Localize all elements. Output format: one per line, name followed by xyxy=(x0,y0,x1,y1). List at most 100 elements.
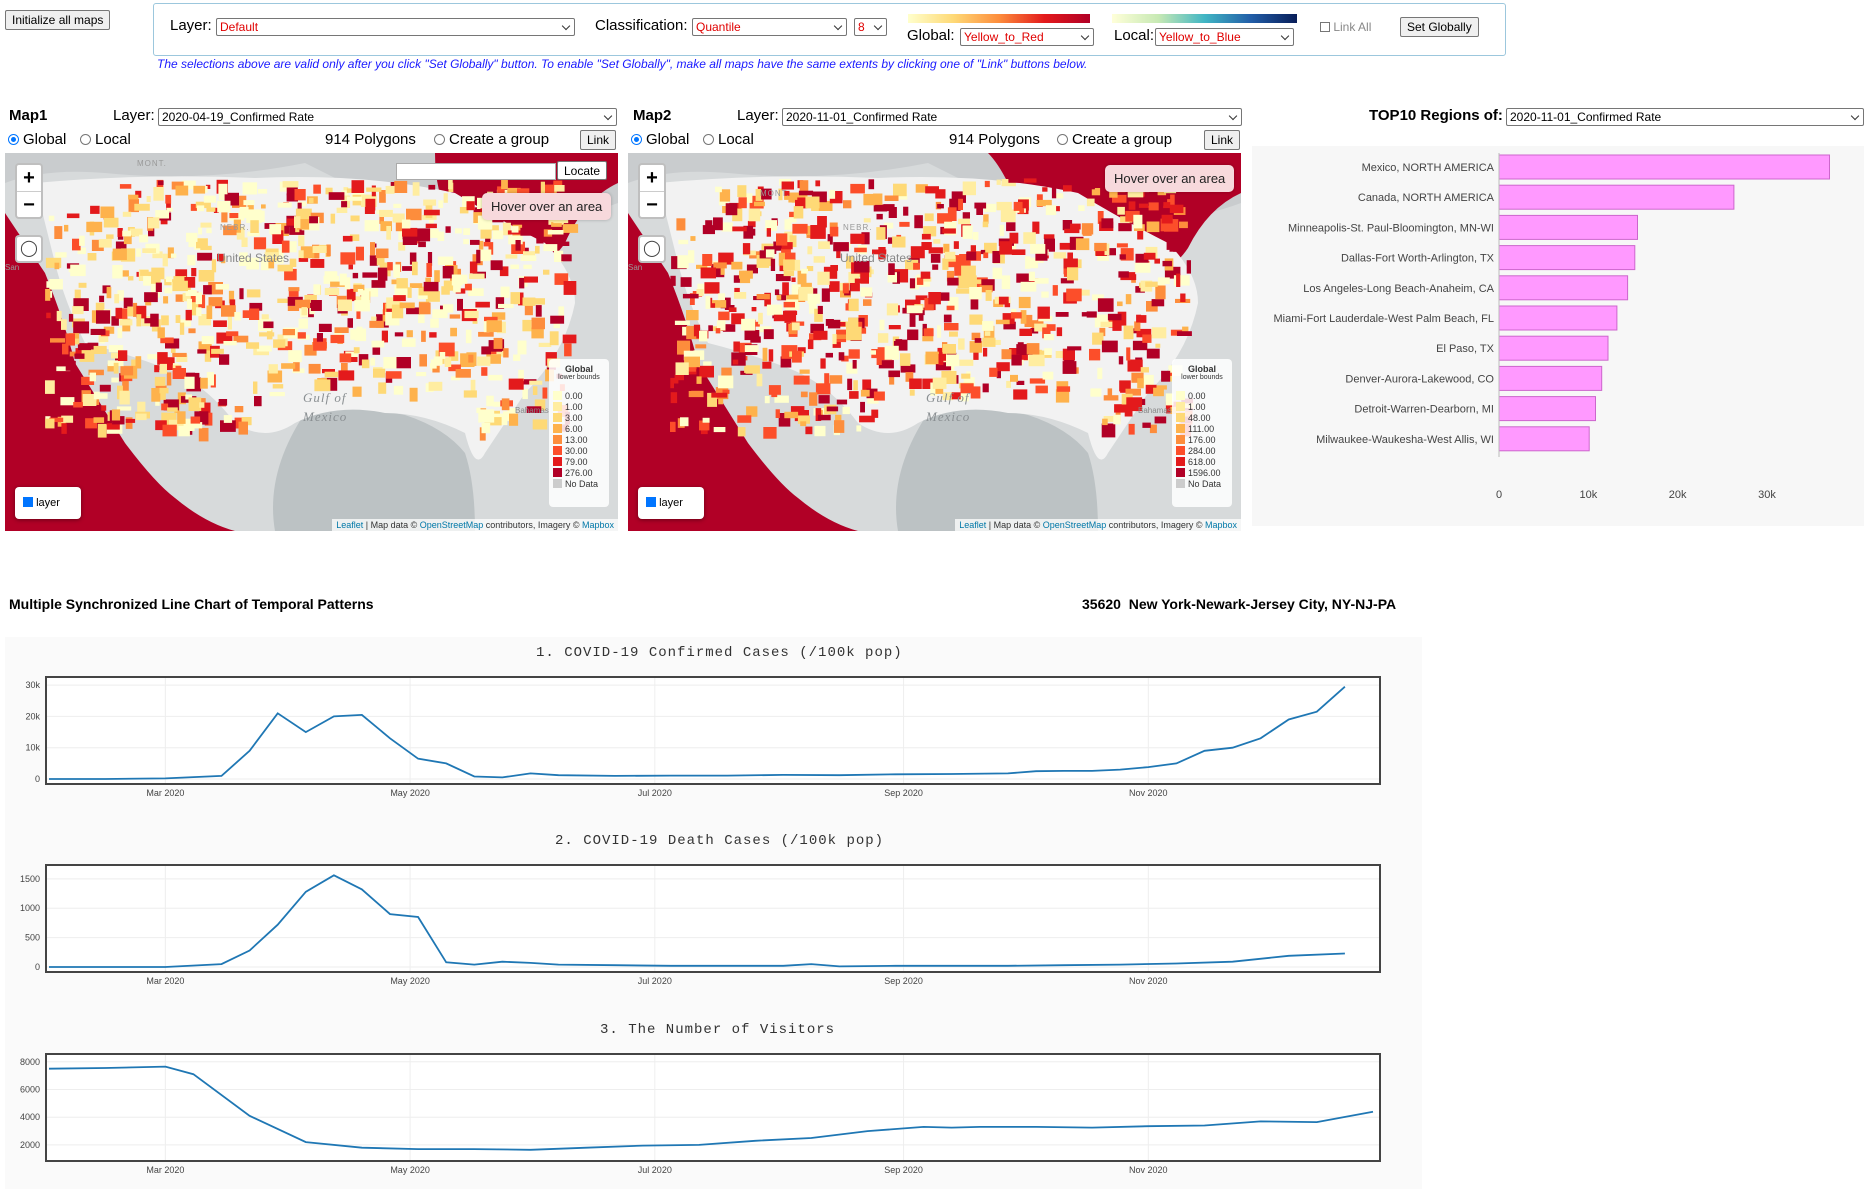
map-region-patch xyxy=(117,270,129,277)
map-region-patch xyxy=(221,305,236,317)
chart1-plot[interactable] xyxy=(47,678,1379,783)
map-region-patch xyxy=(524,304,533,316)
map-region-patch xyxy=(444,357,452,367)
map-region-patch xyxy=(394,332,404,337)
class-count-select[interactable]: 8 xyxy=(854,18,887,36)
map-region-patch xyxy=(970,386,981,399)
map1-zoom-out-icon[interactable]: − xyxy=(23,194,35,216)
map-region-patch xyxy=(935,362,952,371)
map-region-patch xyxy=(725,203,738,216)
map1-leaflet-link[interactable]: Leaflet xyxy=(336,520,364,530)
map-region-patch xyxy=(910,246,925,259)
map-region-patch xyxy=(702,254,713,266)
map-region-patch xyxy=(744,345,759,352)
map1-layer-toggle[interactable]: layer xyxy=(15,487,81,519)
map-region-patch xyxy=(829,281,840,292)
map1-create-group[interactable]: Create a group xyxy=(434,131,549,148)
map-region-patch xyxy=(843,200,852,209)
map1-link-button[interactable]: Link xyxy=(580,130,617,150)
set-globally-button[interactable]: Set Globally xyxy=(1400,17,1479,37)
classification-select[interactable]: Quantile xyxy=(692,18,847,36)
map2-link-button[interactable]: Link xyxy=(1204,130,1241,150)
map-region-patch xyxy=(827,234,833,245)
map1-choropleth[interactable] xyxy=(5,153,618,531)
map-region-patch xyxy=(1125,388,1141,396)
map2-zoom-out-icon[interactable]: − xyxy=(646,194,658,216)
map2-create-group[interactable]: Create a group xyxy=(1057,131,1172,148)
map-region-patch xyxy=(947,297,959,311)
map2-local-radio[interactable]: Local xyxy=(703,131,754,148)
map2-create-group-radio[interactable] xyxy=(1057,134,1068,145)
map-region-patch xyxy=(1116,243,1128,248)
map-region-patch xyxy=(1145,207,1157,217)
map2-legend-swatch xyxy=(1176,435,1185,444)
map2-layer-select[interactable]: 2020-11-01_Confirmed Rate xyxy=(782,108,1242,126)
map-region-patch xyxy=(99,295,105,303)
chart2-plot[interactable] xyxy=(47,866,1379,971)
map-region-patch xyxy=(1044,348,1052,355)
local-color-select[interactable]: Yellow_to_Blue xyxy=(1155,28,1294,46)
map2-zoom-control: + − xyxy=(638,163,666,219)
map-region-patch xyxy=(754,201,765,207)
map-region-patch xyxy=(886,303,899,316)
layer-select[interactable]: Default xyxy=(216,18,575,36)
chart3-plot[interactable] xyxy=(47,1055,1379,1160)
map1-mapbox-link[interactable]: Mapbox xyxy=(581,520,614,530)
link-all-checkbox[interactable] xyxy=(1320,22,1330,32)
map2-layer-toggle[interactable]: layer xyxy=(638,487,704,519)
map-region-patch xyxy=(226,331,239,337)
map1-local-radio[interactable]: Local xyxy=(80,131,131,148)
map-region-patch xyxy=(817,414,831,421)
map2-choropleth[interactable] xyxy=(628,153,1241,531)
map-region-patch xyxy=(842,406,850,415)
map1-canvas[interactable]: MONT. NEBR. United States San Gulf of Me… xyxy=(5,153,618,531)
map1-locate-button[interactable]: Locate xyxy=(557,161,608,180)
map-region-patch xyxy=(784,195,798,200)
map-region-patch xyxy=(763,329,774,340)
map2-local-radio-dot[interactable] xyxy=(703,134,714,145)
map-region-patch xyxy=(783,301,795,308)
map-region-patch xyxy=(480,227,492,239)
map2-osm-link[interactable]: OpenStreetMap xyxy=(1042,520,1107,530)
map-region-patch xyxy=(350,215,360,222)
link-all-toggle[interactable]: Link All xyxy=(1320,20,1371,34)
map1-layer-toggle-label: layer xyxy=(36,497,60,509)
map-region-patch xyxy=(928,247,943,254)
map-region-patch xyxy=(513,354,521,361)
map1-global-radio-dot[interactable] xyxy=(8,134,19,145)
map-region-patch xyxy=(1118,223,1132,232)
map2-canvas[interactable]: MONT. NEBR. United States San Gulf of Me… xyxy=(628,153,1241,531)
initialize-all-maps-button[interactable]: Initialize all maps xyxy=(5,10,111,30)
map2-layer-checkbox[interactable] xyxy=(646,497,656,507)
map1-locate-input[interactable] xyxy=(396,163,556,180)
map2-lasso-icon[interactable]: ◯ xyxy=(638,235,666,263)
map1-layer-checkbox[interactable] xyxy=(23,497,33,507)
map-region-patch xyxy=(703,361,712,366)
map-region-patch xyxy=(791,277,796,282)
map2-leaflet-link[interactable]: Leaflet xyxy=(959,520,987,530)
map-region-patch xyxy=(477,197,483,209)
map2-global-radio[interactable]: Global xyxy=(631,131,689,148)
map2-zoom-in-icon[interactable]: + xyxy=(640,165,664,192)
map1-create-group-radio[interactable] xyxy=(434,134,445,145)
map-region-patch xyxy=(813,330,828,340)
map-region-patch xyxy=(1182,326,1189,332)
global-color-select[interactable]: Yellow_to_Red xyxy=(960,28,1094,46)
map-region-patch xyxy=(77,247,86,255)
map2-global-radio-dot[interactable] xyxy=(631,134,642,145)
temporal-heading: Multiple Synchronized Line Chart of Temp… xyxy=(9,596,374,612)
map1-layer-select[interactable]: 2020-04-19_Confirmed Rate xyxy=(158,108,617,126)
top10-x-tick: 0 xyxy=(1496,489,1502,501)
map-region-patch xyxy=(166,372,172,386)
map-region-patch xyxy=(689,293,695,305)
map2-mapbox-link[interactable]: Mapbox xyxy=(1204,520,1237,530)
map1-local-radio-dot[interactable] xyxy=(80,134,91,145)
map1-global-radio[interactable]: Global xyxy=(8,131,66,148)
map-region-patch xyxy=(259,332,275,337)
map-region-patch xyxy=(223,341,237,346)
map-region-patch xyxy=(868,179,875,190)
map1-lasso-icon[interactable]: ◯ xyxy=(15,235,43,263)
top10-layer-select[interactable]: 2020-11-01_Confirmed Rate xyxy=(1506,108,1864,126)
map1-zoom-in-icon[interactable]: + xyxy=(17,165,41,192)
map1-osm-link[interactable]: OpenStreetMap xyxy=(419,520,484,530)
